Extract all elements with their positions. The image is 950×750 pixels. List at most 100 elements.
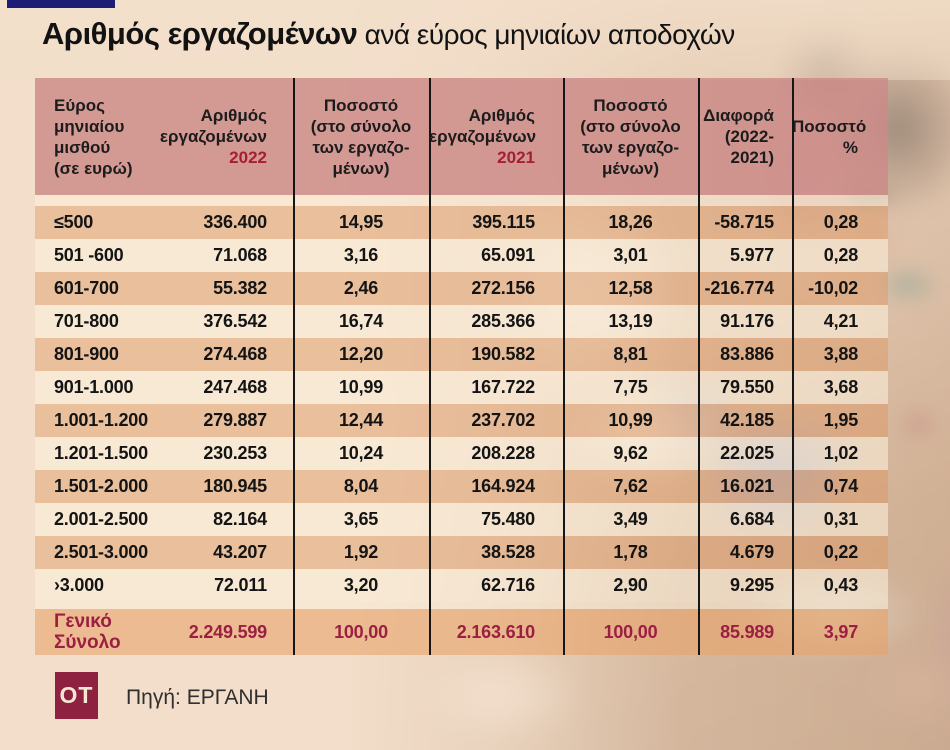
table-cell: 22.025 [720,443,774,463]
table-cell: 43.207 [213,542,267,562]
table-cell: 16,74 [338,311,384,331]
header-year: 2021 [497,148,535,167]
header-cell: Εύρος μηνιαίου μισθού (σε ευρώ) [54,95,133,178]
table-row: 2.501-3.000 43.207 1,92 38.528 1,78 4.679 0,22 [35,536,888,569]
table-row: ≤500 336.400 14,95 395.115 18,26 -58.715 0,28 [35,206,888,239]
table-cell: 12,20 [338,344,384,364]
table-cell: 237.702 [471,410,535,430]
title-regular-part: ανά εύρος μηνιαίων αποδοχών [357,19,736,50]
column-divider [429,78,431,655]
table-cell: 18,26 [608,212,653,232]
table-cell: 1,78 [613,542,648,562]
table-cell: 701-800 [54,311,119,331]
table-cell: 4.679 [729,542,774,562]
table-cell: 3,01 [613,245,648,265]
total-cell: 2.249.599 [188,621,267,642]
table-cell: 180.945 [203,476,267,496]
table-cell: 0,28 [823,245,858,265]
table-cell: 4,21 [823,311,858,331]
table-cell: 2,90 [613,575,648,595]
table-cell: 14,95 [338,212,384,232]
table-cell: 601-700 [54,278,119,298]
table-cell: 2.501-3.000 [54,542,148,562]
title-bold-part: Αριθμός εργαζομένων [42,16,358,51]
header-cell: Ποσοστό% [792,116,867,157]
table-cell: 3,20 [343,575,379,595]
total-cell: 2.163.610 [456,621,535,642]
table-cell: 5.977 [729,245,774,265]
table-cell: ›3.000 [54,575,104,595]
table-cell: 9.295 [729,575,774,595]
table-cell: 12,58 [608,278,653,298]
header-cell: Ποσοστό (στο σύνολο των εργαζο-μένων) [580,95,681,178]
table-cell: 71.068 [213,245,267,265]
table-cell: 0,22 [823,542,858,562]
table-cell: 3,16 [343,245,379,265]
table-row: 2.001-2.500 82.164 3,65 75.480 3,49 6.684 0,31 [35,503,888,536]
table-cell: 6.684 [729,509,774,529]
header-body-gap [35,195,888,206]
header-cell: Ποσοστό (στο σύνολο των εργαζο-μένων) [310,95,412,178]
table-cell: 62.716 [481,575,535,595]
table-row: 701-800 376.542 16,74 285.366 13,19 91.176 4,2… [35,305,888,338]
total-cell: 3,97 [823,621,858,642]
table-cell: 0,31 [823,509,858,529]
table-cell: 3,88 [823,344,858,364]
table-cell: 2.001-2.500 [54,509,148,529]
table-cell: 91.176 [720,311,774,331]
body-total-gap [35,602,888,609]
header-cell: Αριθμός εργαζομένων 2022 [150,105,293,168]
table-cell: 0,74 [823,476,858,496]
table-cell: 901-1.000 [54,377,134,397]
table-cell: 801-900 [54,344,119,364]
table-cell: 10,99 [338,377,384,397]
table-cell: 8,04 [343,476,379,496]
table-row: 1.201-1.500 230.253 10,24 208.228 9,62 22.025… [35,437,888,470]
table-cell: 10,24 [338,443,384,463]
table-cell: 0,28 [823,212,858,232]
table-cell: 3,68 [823,377,858,397]
table-cell: -58.715 [714,212,774,232]
table-cell: 190.582 [471,344,535,364]
table-cell: 7,75 [613,377,648,397]
table-cell: 247.468 [203,377,267,397]
table-cell: 0,43 [823,575,858,595]
table-row: 601-700 55.382 2,46 272.156 12,58 -216.774 -10… [35,272,888,305]
table-cell: 285.366 [471,311,535,331]
table-cell: 1.501-2.000 [54,476,148,496]
table-cell: 83.886 [720,344,774,364]
table-cell: -216.774 [704,278,775,298]
page-title: Αριθμός εργαζομένων ανά εύρος μηνιαίων α… [42,16,922,52]
table-cell: 3,49 [613,509,648,529]
table-cell: 1.001-1.200 [54,410,148,430]
table-cell: 10,99 [608,410,653,430]
table-cell: 72.011 [214,575,267,595]
table-body: ≤500 336.400 14,95 395.115 18,26 -58.715 0,28 5… [35,206,888,602]
table-cell: ≤500 [54,212,94,232]
table-row: 1.501-2.000 180.945 8,04 164.924 7,62 16.021 0… [35,470,888,503]
column-divider [563,78,565,655]
table-cell: 79.550 [720,377,774,397]
table-cell: 13,19 [608,311,653,331]
total-label: Γενικό Σύνολο [54,611,121,653]
table-row: 801-900 274.468 12,20 190.582 8,81 83.886 3,88 [35,338,888,371]
table-cell: 7,62 [613,476,648,496]
table-cell: 230.253 [203,443,267,463]
table-cell: 16.021 [720,476,774,496]
table-cell: 82.164 [213,509,267,529]
table-cell: 272.156 [471,278,535,298]
table-cell: 75.480 [481,509,535,529]
column-divider [293,78,295,655]
total-cell: 85.989 [720,621,774,642]
source-label: Πηγή: ΕΡΓΑΝΗ [126,686,269,709]
column-divider [792,78,794,655]
table-cell: 1,95 [823,410,858,430]
table-cell: -10,02 [808,278,858,298]
table-cell: 501 -600 [54,245,124,265]
table-cell: 65.091 [481,245,535,265]
table-row: 501 -600 71.068 3,16 65.091 3,01 5.977 0,28 [35,239,888,272]
total-cell: 100,00 [334,621,388,642]
header-cell: Αριθμός εργαζομένων 2021 [429,106,537,167]
table-cell: 12,44 [338,410,384,430]
